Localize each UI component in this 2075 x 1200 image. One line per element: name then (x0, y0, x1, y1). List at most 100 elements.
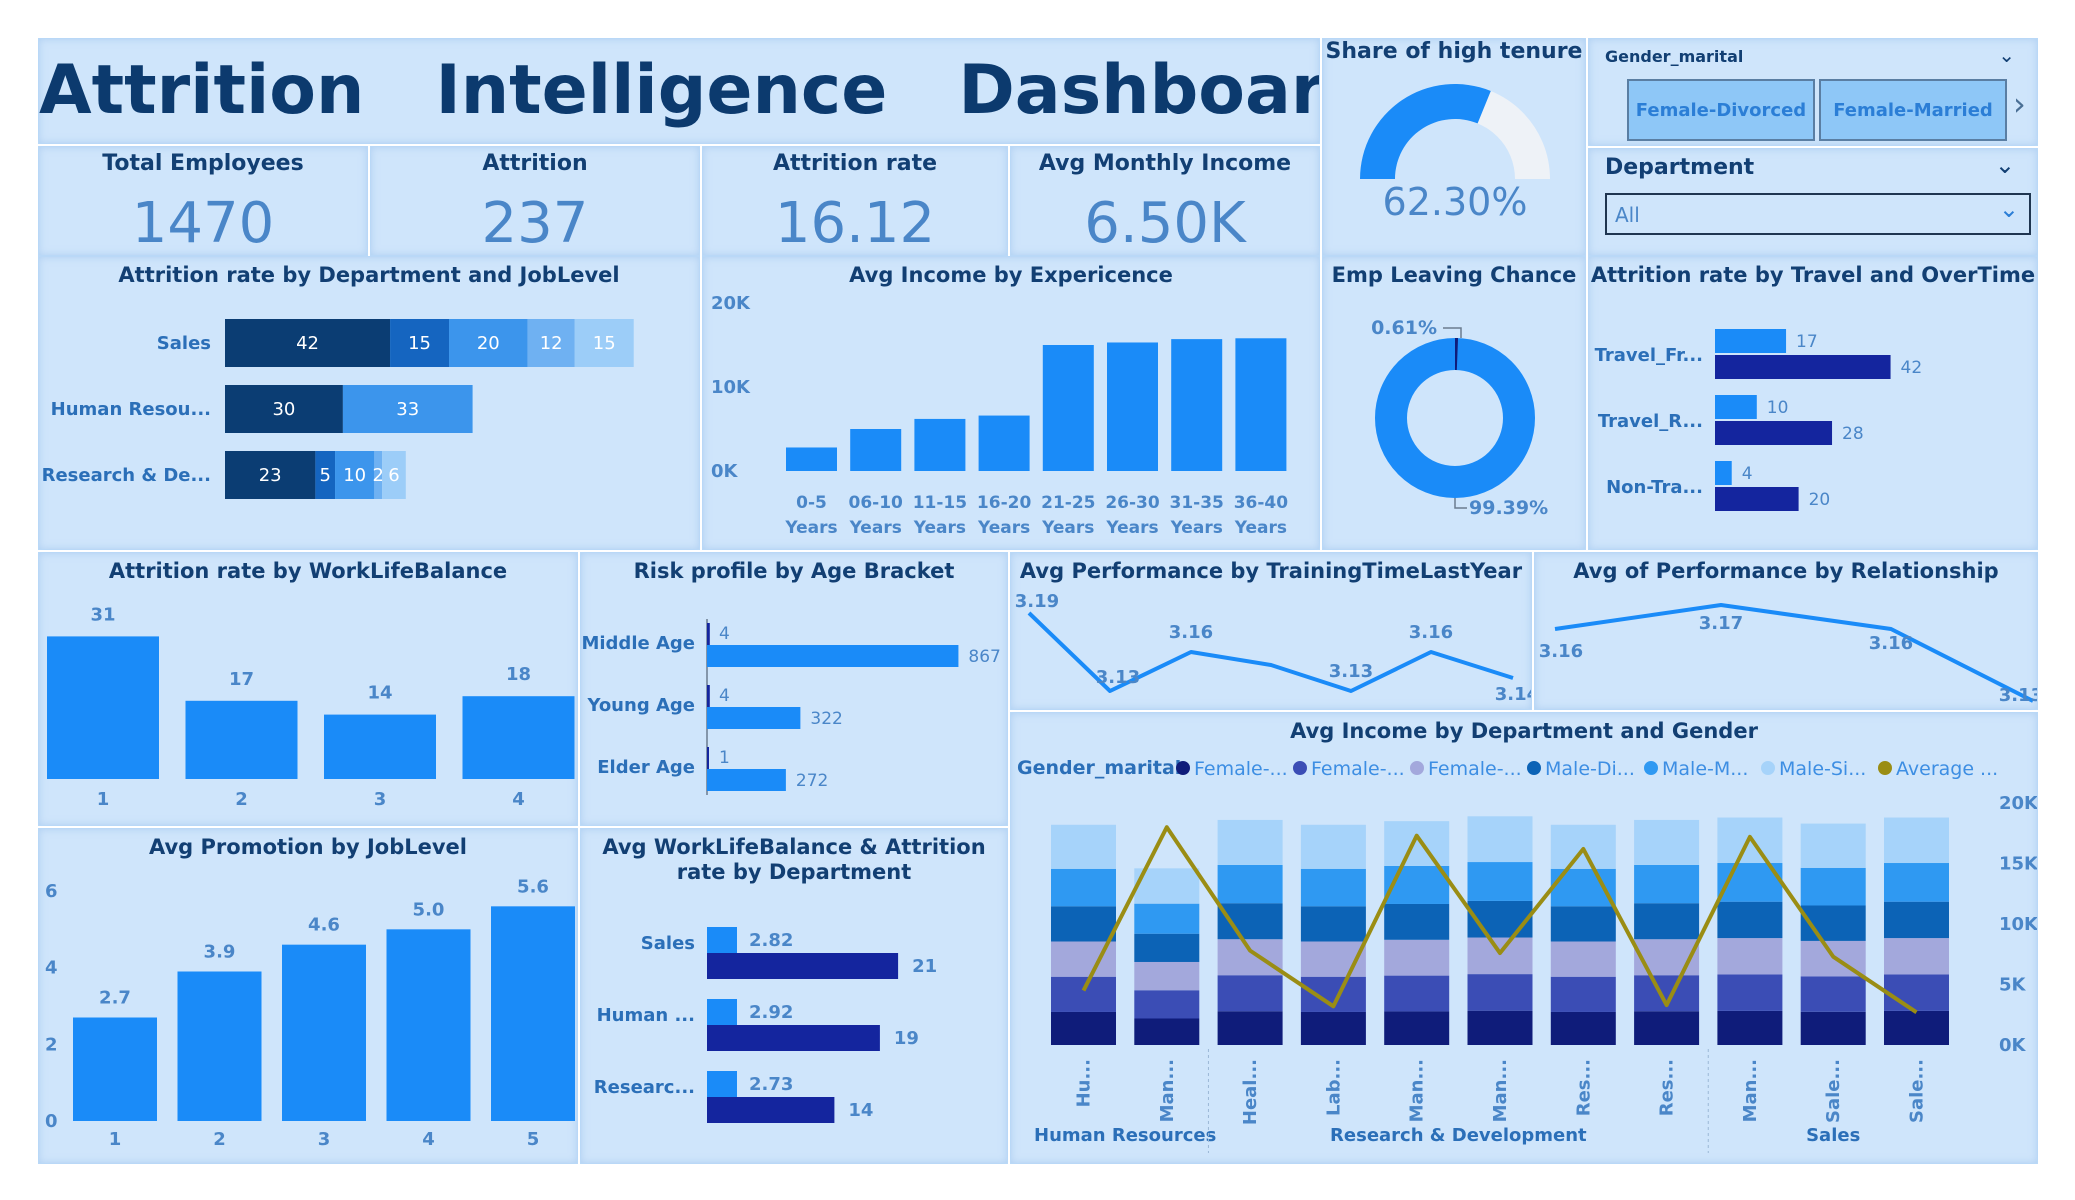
chart-title: Emp Leaving Chance (1331, 263, 1577, 287)
kpi-total-employees: Total Employees 1470 (38, 146, 368, 256)
income-experience-panel: Avg Income by Expericence 0K 10K 20K 0-5 Yea… (702, 256, 1320, 550)
category-label: Young Age (586, 695, 695, 716)
chevron-down-icon[interactable]: ⌄ (1994, 151, 2015, 179)
bar-segment (390, 319, 450, 367)
bar (707, 769, 786, 791)
data-label: 33 (396, 399, 419, 420)
x-tick-label: 0-5 (796, 493, 827, 513)
kpi-value: 237 (481, 191, 589, 256)
y-tick-label: 15K (1999, 854, 2038, 875)
data-label: 3.16 (1409, 622, 1453, 643)
bar-segment (315, 451, 336, 499)
relationship-perf-panel: Avg of Performance by Relationship 3.16 3… (1534, 552, 2038, 710)
data-label: 2.82 (749, 930, 793, 951)
kpi-value: 6.50K (1084, 191, 1246, 256)
data-label: 99.39% (1469, 497, 1548, 519)
chart-title: Attrition rate by Travel and OverTime (1590, 263, 2036, 287)
data-label: 2.92 (749, 1002, 793, 1023)
bar (47, 636, 159, 779)
data-label: 4.6 (308, 915, 340, 936)
category-label: Researc... (594, 1077, 695, 1098)
bar-segment (1550, 941, 1616, 977)
y-tick-label: 0 (45, 1111, 58, 1132)
y-tick-label: 20K (711, 293, 751, 314)
x-tick-label: 06-10 (849, 493, 904, 513)
data-label: 4 (1742, 464, 1753, 484)
data-label: 6 (388, 465, 399, 486)
data-label: 3.14 (1495, 684, 1532, 705)
bar-segment (1384, 939, 1450, 976)
bar (707, 927, 737, 953)
bar-segment (1134, 933, 1200, 962)
department-slicer: Department ⌄ All ⌄ (1588, 148, 2038, 256)
bar (914, 418, 966, 471)
bar-segment (1217, 1011, 1283, 1045)
bar-segment (449, 319, 528, 367)
bar-segment (1467, 974, 1533, 1011)
x-tick-label: 5 (527, 1129, 540, 1150)
relationship-perf-chart: 3.16 3.17 3.16 3.13 (1539, 603, 2037, 706)
gauge-value: 62.30% (1383, 180, 1528, 224)
chevron-right-icon[interactable]: › (2013, 85, 2026, 123)
bar-segment (225, 319, 391, 367)
data-label: 5 (319, 465, 330, 486)
x-tick-label: Years (1234, 518, 1287, 538)
y-tick-label: 20K (1999, 793, 2038, 814)
data-label: 0.61% (1371, 317, 1437, 339)
data-label: 17 (1796, 332, 1818, 352)
bar (850, 429, 902, 471)
bar-segment (1717, 974, 1783, 1011)
x-tick-label: Years (849, 518, 902, 538)
income-dept-gender-chart: Gender_marital Female-... Female-... Female… (1017, 757, 2038, 1153)
title-panel: Attrition Intelligence Dashboard (38, 38, 1320, 144)
income-experience-chart: 0K 10K 20K 0-5 Years 06-10 Years 11-15 Years 16-2… (711, 293, 1288, 538)
category-label: Research & De... (42, 465, 211, 486)
x-tick-label: Years (1041, 518, 1094, 538)
data-label: 31 (90, 604, 115, 625)
chevron-down-icon[interactable]: ⌄ (1998, 43, 2015, 67)
kpi-avg-monthly-income: Avg Monthly Income 6.50K (1010, 146, 1320, 256)
data-label: 5.6 (517, 876, 549, 897)
donut-slice-leave (1375, 338, 1535, 498)
bar (462, 696, 575, 779)
bar-segment (1217, 975, 1283, 1012)
x-tick-label: Man... (1157, 1059, 1178, 1122)
series-line (1554, 603, 2034, 703)
data-label: 30 (272, 399, 295, 420)
category-label: Travel_R... (1598, 411, 1703, 432)
legend-label: Female-... (1428, 758, 1522, 780)
bar (707, 707, 801, 729)
leader-line (1454, 498, 1467, 509)
bar-segment (1550, 824, 1616, 869)
y-tick-label: 4 (45, 958, 58, 979)
bar (386, 929, 471, 1121)
bar-segment (1384, 865, 1450, 904)
chip-female-married[interactable]: Female-Married (1819, 79, 2007, 141)
bar-segment (1134, 868, 1200, 904)
group-label: Sales (1806, 1125, 1860, 1146)
x-tick-label: 1 (109, 1129, 122, 1150)
category-label: Human ... (597, 1005, 695, 1026)
kpi-label: Total Employees (102, 151, 304, 176)
department-dropdown[interactable]: All ⌄ (1605, 193, 2031, 235)
chip-female-divorced[interactable]: Female-Divorced (1627, 79, 1815, 141)
series-line (1027, 611, 1514, 693)
bar-segment (1384, 1011, 1450, 1045)
data-label: 3.9 (204, 942, 236, 963)
bar-segment (1051, 868, 1116, 907)
bar-segment (1467, 862, 1533, 901)
bar (1042, 345, 1094, 471)
data-label: 272 (796, 771, 828, 791)
bar-segment (1300, 868, 1366, 907)
bar-segment (1134, 1018, 1200, 1045)
kpi-label: Attrition rate (772, 151, 938, 176)
chart-title: Avg Income by Expericence (849, 263, 1173, 287)
x-tick-label: 4 (512, 789, 525, 810)
data-label: 867 (968, 647, 1000, 667)
bar-segment (1134, 990, 1200, 1019)
y-tick-label: 0K (711, 461, 739, 482)
x-tick-label: 16-20 (977, 493, 1032, 513)
x-tick-label: Man... (1490, 1059, 1511, 1122)
x-tick-label: Man... (1407, 1059, 1428, 1122)
chart-title: Risk profile by Age Bracket (633, 559, 955, 583)
